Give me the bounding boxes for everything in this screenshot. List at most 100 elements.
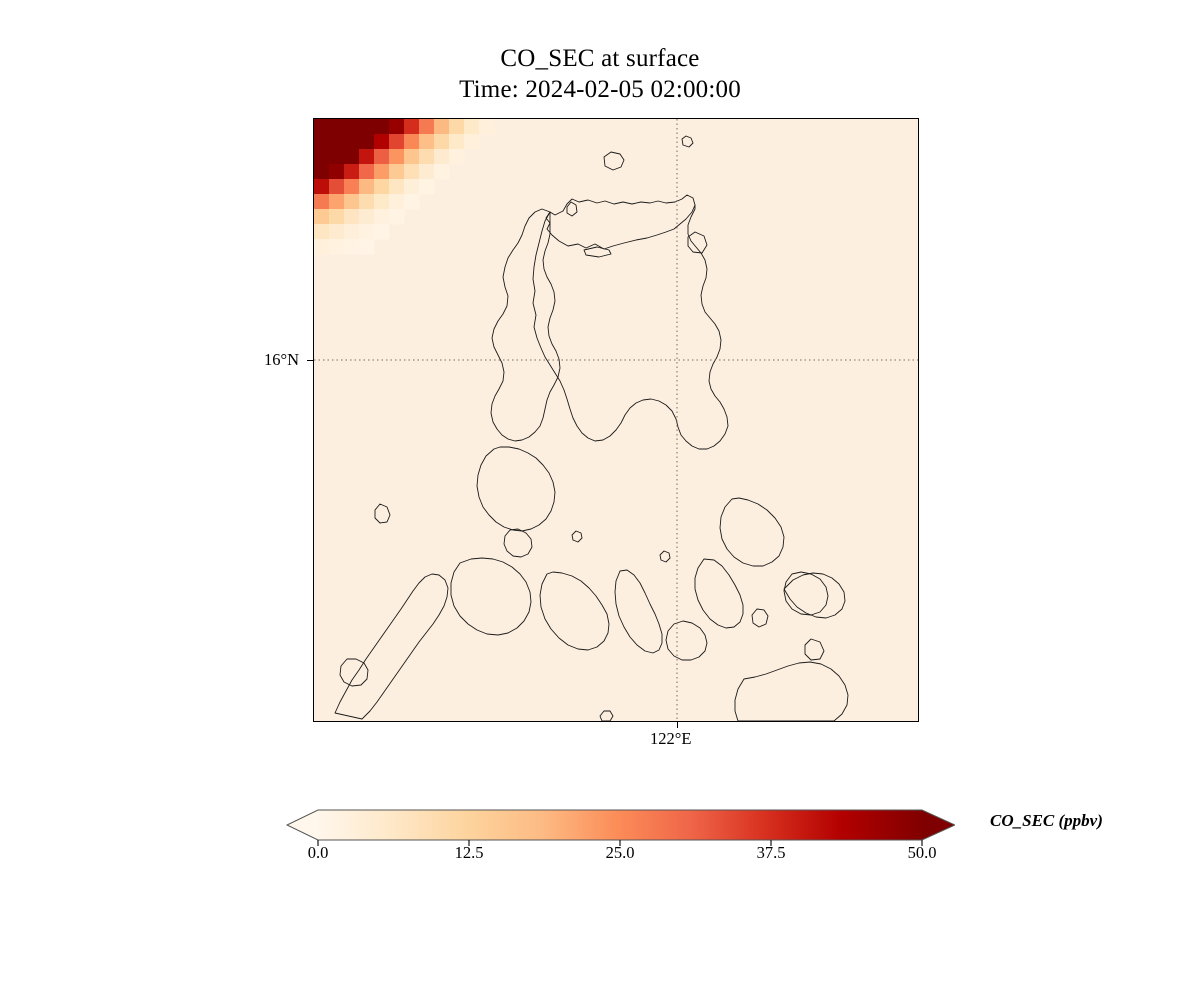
heatmap-cell [464, 134, 480, 150]
heatmap-cell [329, 134, 345, 150]
heatmap-cell [329, 179, 345, 195]
heatmap-cell [344, 164, 360, 180]
colorbar-ticks [317, 840, 923, 846]
heatmap-cell [419, 164, 435, 180]
heatmap-cell [329, 149, 345, 165]
heatmap-cell [344, 134, 360, 150]
heatmap-cell [314, 239, 330, 255]
y-axis-tick-16n [307, 360, 313, 362]
heatmap-cell [374, 164, 390, 180]
coastline-islet-d [374, 503, 391, 524]
heatmap-cell [329, 209, 345, 225]
coastline-mindanao-north [734, 661, 849, 721]
heatmap-cell [389, 119, 405, 135]
coastline-batanes [681, 135, 694, 148]
heatmap-cell [419, 149, 435, 165]
coastline-mindoro [476, 446, 556, 532]
heatmap-cell [314, 134, 330, 150]
map-canvas [314, 119, 918, 721]
coastline-islet-a [659, 550, 671, 563]
coastline-busuanga [503, 528, 533, 558]
heatmap-cell [374, 224, 390, 240]
heatmap-cell [389, 209, 405, 225]
coastline-layer [334, 135, 849, 721]
heatmap-cell [329, 119, 345, 135]
heatmap-cell [344, 119, 360, 135]
heatmap-cell [359, 164, 375, 180]
heatmap-cell [374, 134, 390, 150]
heatmap-cell [449, 119, 465, 135]
heatmap-cell [419, 119, 435, 135]
coastline-islet-c [571, 530, 583, 543]
heatmap-cell [329, 239, 345, 255]
coastline-sw-islands [339, 658, 369, 687]
gridline-layer [314, 119, 918, 721]
heatmap-cell [359, 239, 375, 255]
heatmap-cell [314, 194, 330, 210]
heatmap-cell [359, 224, 375, 240]
map-axes[interactable] [313, 118, 919, 722]
coastline-luzon-west [490, 208, 561, 442]
heatmap-cell [419, 134, 435, 150]
heatmap-cell [389, 194, 405, 210]
heatmap-cell [464, 119, 480, 135]
heatmap-cell [344, 194, 360, 210]
x-axis-label-122e: 122°E [650, 729, 692, 748]
coastline-islet-b [599, 710, 614, 721]
heatmap-cell [449, 149, 465, 165]
heatmap-cell [419, 179, 435, 195]
colorbar[interactable]: 0.0 12.5 25.0 37.5 50.0 [285, 803, 955, 862]
heatmap-cell [329, 194, 345, 210]
heatmap-cell [344, 179, 360, 195]
heatmap-cell [359, 179, 375, 195]
heatmap-cell [374, 179, 390, 195]
coastline-luzon-body [532, 204, 729, 450]
coastline-islet-e [804, 638, 825, 661]
figure-subtitle-time: Time: 2024-02-05 02:00:00 [459, 75, 741, 103]
heatmap-cell [359, 134, 375, 150]
coastline-samar-south [783, 571, 829, 616]
figure-title-block: CO_SEC at surface Time: 2024-02-05 02:00… [0, 44, 1200, 105]
coastline-mindanao-east [783, 572, 846, 619]
heatmap-cell [404, 119, 420, 135]
heatmap-plume [314, 119, 495, 255]
heatmap-cell [404, 194, 420, 210]
coastline-palawan [334, 573, 449, 720]
heatmap-background [314, 119, 918, 721]
coastline-islet-f [751, 608, 769, 628]
coastline-camiguin [583, 246, 612, 258]
coastline-luzon [545, 194, 696, 250]
heatmap-cell [359, 209, 375, 225]
heatmap-cell [329, 224, 345, 240]
heatmap-cell [374, 209, 390, 225]
heatmap-cell [344, 149, 360, 165]
colorbar-tick-2: 25.0 [605, 843, 635, 862]
colorbar-tick-4: 50.0 [907, 843, 937, 862]
heatmap-cell [344, 239, 360, 255]
heatmap-cell [314, 164, 330, 180]
heatmap-cell [389, 179, 405, 195]
heatmap-cell [404, 134, 420, 150]
heatmap-cell [389, 149, 405, 165]
heatmap-cell [374, 149, 390, 165]
heatmap-cell [434, 149, 450, 165]
heatmap-cell [314, 179, 330, 195]
heatmap-cell [404, 164, 420, 180]
heatmap-cell [359, 149, 375, 165]
heatmap-cell [404, 149, 420, 165]
colorbar-tick-3: 37.5 [756, 843, 786, 862]
heatmap-cell [434, 164, 450, 180]
coastline-bohol [665, 620, 708, 661]
heatmap-cell [314, 224, 330, 240]
coastline-calayan [687, 231, 708, 254]
heatmap-cell [314, 209, 330, 225]
page-title: CO_SEC at surface [500, 45, 700, 72]
heatmap-cell [434, 134, 450, 150]
coastline-samar [719, 497, 785, 567]
heatmap-cell [359, 119, 375, 135]
heatmap-cell [344, 209, 360, 225]
heatmap-cell [374, 194, 390, 210]
x-axis-tick-122e [677, 722, 679, 728]
coastline-cebu [614, 569, 663, 654]
heatmap-cell [314, 149, 330, 165]
